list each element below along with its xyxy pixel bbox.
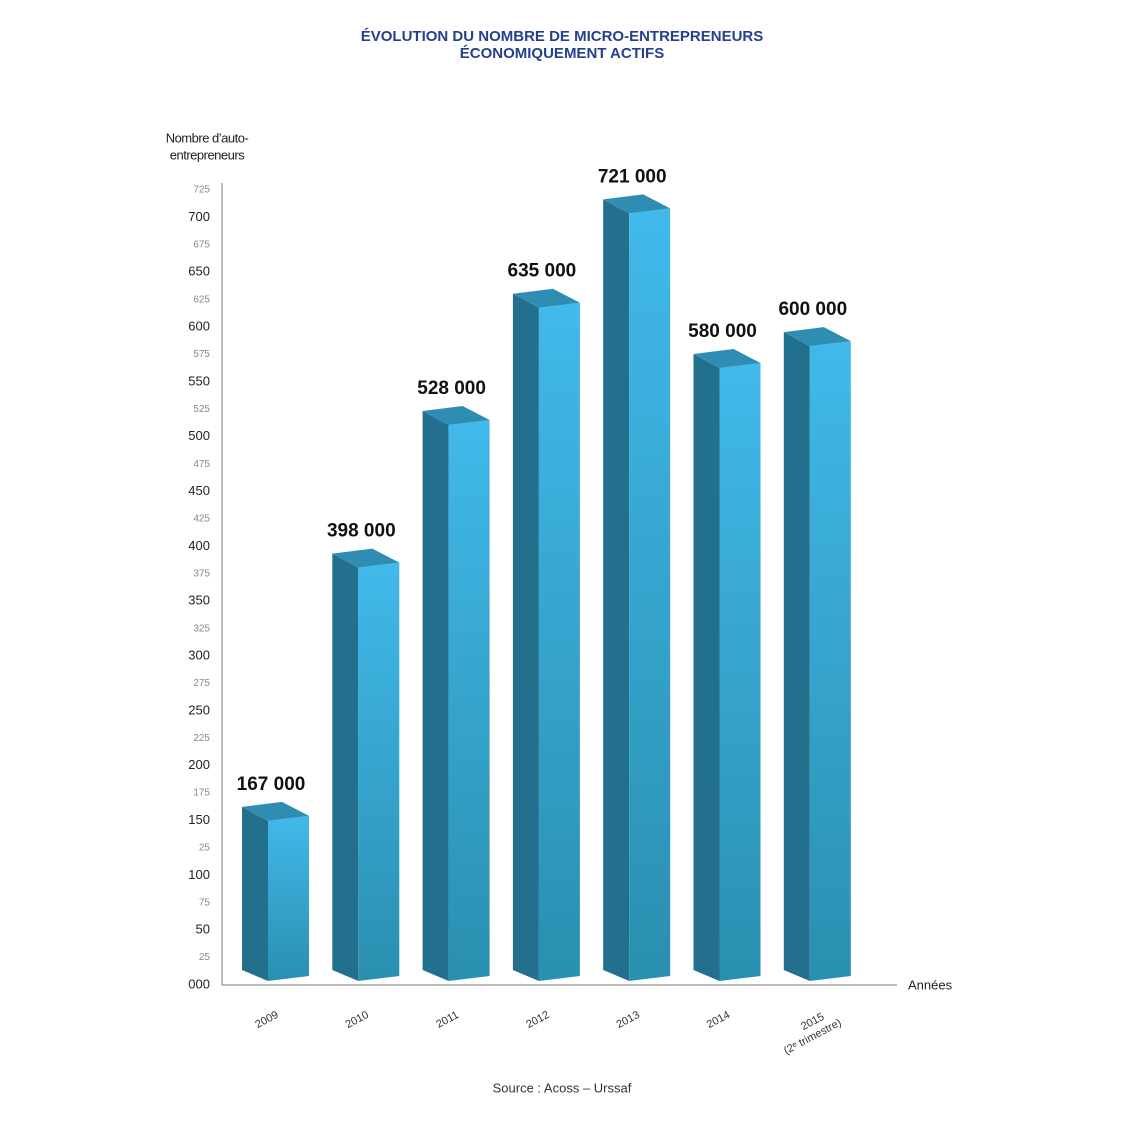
- y-tick-label: 25: [199, 952, 211, 963]
- y-tick-label: 525: [193, 404, 210, 415]
- bar-front: [629, 208, 671, 981]
- y-tick-label: 200: [188, 757, 210, 772]
- y-tick-label: 550: [188, 373, 210, 388]
- y-tick-label: 225: [193, 733, 210, 744]
- bar-side: [603, 199, 630, 981]
- bar-front: [809, 341, 851, 981]
- y-tick-label: 325: [193, 623, 210, 634]
- y-tick-label: 500: [188, 428, 210, 443]
- bar-side: [512, 293, 539, 981]
- bar-top: [332, 548, 400, 568]
- x-tick-label: 2012: [524, 1009, 551, 1031]
- y-tick-label: 275: [193, 678, 210, 689]
- y-tick-label: 650: [188, 264, 210, 279]
- y-tick-label: 300: [188, 647, 210, 662]
- x-tick-label: 2013: [615, 1009, 642, 1031]
- y-tick-label: 725: [193, 185, 210, 196]
- y-tick-label: 400: [188, 538, 210, 553]
- bar-side: [242, 806, 268, 981]
- x-tick-label: 2011: [434, 1009, 461, 1031]
- bar-top: [242, 801, 309, 821]
- y-tick-label: 450: [188, 483, 210, 498]
- y-tick-label: 575: [193, 349, 210, 360]
- bar-top: [783, 327, 851, 347]
- y-axis-label: Nombre d’auto-: [166, 130, 249, 145]
- y-tick-label: 175: [193, 788, 210, 799]
- bar-top: [693, 349, 761, 368]
- bar-top: [603, 194, 671, 214]
- bar-front: [448, 420, 490, 981]
- y-axis-label: entrepreneurs: [170, 147, 245, 162]
- y-tick-label: 50: [196, 922, 210, 937]
- y-tick-label: 675: [193, 239, 210, 250]
- y-tick-label: 250: [188, 702, 210, 717]
- y-tick-label: 150: [188, 812, 210, 827]
- y-tick-label: 425: [193, 514, 210, 525]
- data-label: 600 000: [778, 299, 847, 320]
- y-tick-label: 25: [199, 843, 211, 854]
- bar-front: [358, 562, 400, 981]
- chart-title: ÉCONOMIQUEMENT ACTIFS: [460, 45, 664, 62]
- data-label: 528 000: [417, 378, 486, 399]
- bar-top: [422, 406, 490, 426]
- bar-top: [512, 288, 580, 308]
- y-tick-label: 700: [188, 209, 210, 224]
- x-axis-label: Années: [908, 977, 953, 992]
- y-tick-label: 100: [188, 867, 210, 882]
- y-tick-label: 600: [188, 319, 210, 334]
- bar-front: [719, 363, 761, 981]
- y-tick-label: 625: [193, 294, 210, 305]
- y-tick-label: 350: [188, 593, 210, 608]
- bar-side: [783, 332, 810, 981]
- data-label: 580 000: [688, 321, 757, 342]
- data-label: 721 000: [598, 166, 667, 187]
- bar-side: [332, 553, 359, 981]
- x-tick-label: 2014: [705, 1009, 732, 1031]
- data-label: 635 000: [508, 261, 577, 282]
- x-tick-label: 2010: [344, 1009, 371, 1031]
- y-tick-label: 000: [188, 976, 210, 991]
- y-tick-label: 375: [193, 568, 210, 579]
- x-tick-label: 2009: [253, 1009, 280, 1031]
- y-tick-label: 75: [199, 897, 211, 908]
- source: Source : Acoss – Urssaf: [493, 1080, 632, 1095]
- bar-side: [422, 411, 449, 981]
- y-tick-label: 475: [193, 459, 210, 470]
- data-label: 398 000: [327, 521, 396, 542]
- bar-front: [268, 815, 309, 981]
- data-label: 167 000: [237, 774, 306, 795]
- chart-title: ÉVOLUTION DU NOMBRE DE MICRO-ENTREPRENEU…: [361, 28, 764, 45]
- bar-side: [693, 354, 720, 981]
- bar-front: [538, 302, 580, 981]
